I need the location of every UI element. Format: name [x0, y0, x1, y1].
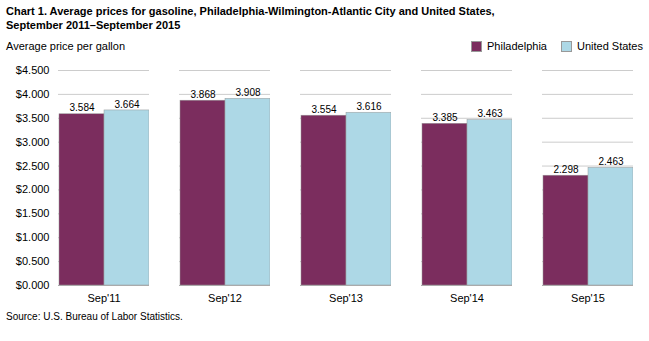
svg-text:3.868: 3.868	[190, 89, 215, 100]
svg-text:3.385: 3.385	[432, 112, 457, 123]
svg-text:3.554: 3.554	[311, 104, 336, 115]
svg-text:Sep'14: Sep'14	[450, 292, 484, 304]
svg-text:Sep'15: Sep'15	[571, 292, 605, 304]
svg-text:Sep'12: Sep'12	[208, 292, 242, 304]
svg-text:2.298: 2.298	[553, 164, 578, 175]
svg-text:Sep'11: Sep'11	[87, 292, 120, 304]
svg-text:3.616: 3.616	[356, 101, 381, 112]
svg-text:3.908: 3.908	[235, 87, 260, 98]
svg-text:$0.000: $0.000	[16, 279, 50, 291]
svg-text:$1.500: $1.500	[16, 207, 50, 219]
html-text:United States: United States	[577, 40, 643, 52]
svg-text:3.584: 3.584	[69, 102, 94, 113]
svg-text:$2.500: $2.500	[16, 160, 50, 172]
svg-text:$3.000: $3.000	[16, 136, 50, 148]
svg-text:2.463: 2.463	[598, 156, 623, 167]
svg-text:$1.000: $1.000	[16, 231, 50, 243]
svg-text:3.463: 3.463	[477, 108, 502, 119]
svg-text:$2.000: $2.000	[16, 183, 50, 195]
svg-text:$0.500: $0.500	[16, 255, 50, 267]
svg-text:$4.000: $4.000	[16, 88, 50, 100]
html-text:Chart 1. Average prices for ga: Chart 1. Average prices for gasoline, Ph…	[6, 5, 495, 17]
html-text:September 2011–September 2015: September 2011–September 2015	[6, 19, 181, 31]
svg-text:Sep'13: Sep'13	[329, 292, 363, 304]
html-text:Philadelphia: Philadelphia	[487, 40, 547, 52]
svg-text:3.664: 3.664	[114, 99, 139, 110]
html-text:Source: U.S. Bureau of Labor S: Source: U.S. Bureau of Labor Statistics.	[6, 311, 183, 322]
html-text:Average price per gallon: Average price per gallon	[6, 40, 125, 52]
svg-text:$3.500: $3.500	[16, 112, 50, 124]
svg-text:$4.500: $4.500	[16, 64, 50, 76]
